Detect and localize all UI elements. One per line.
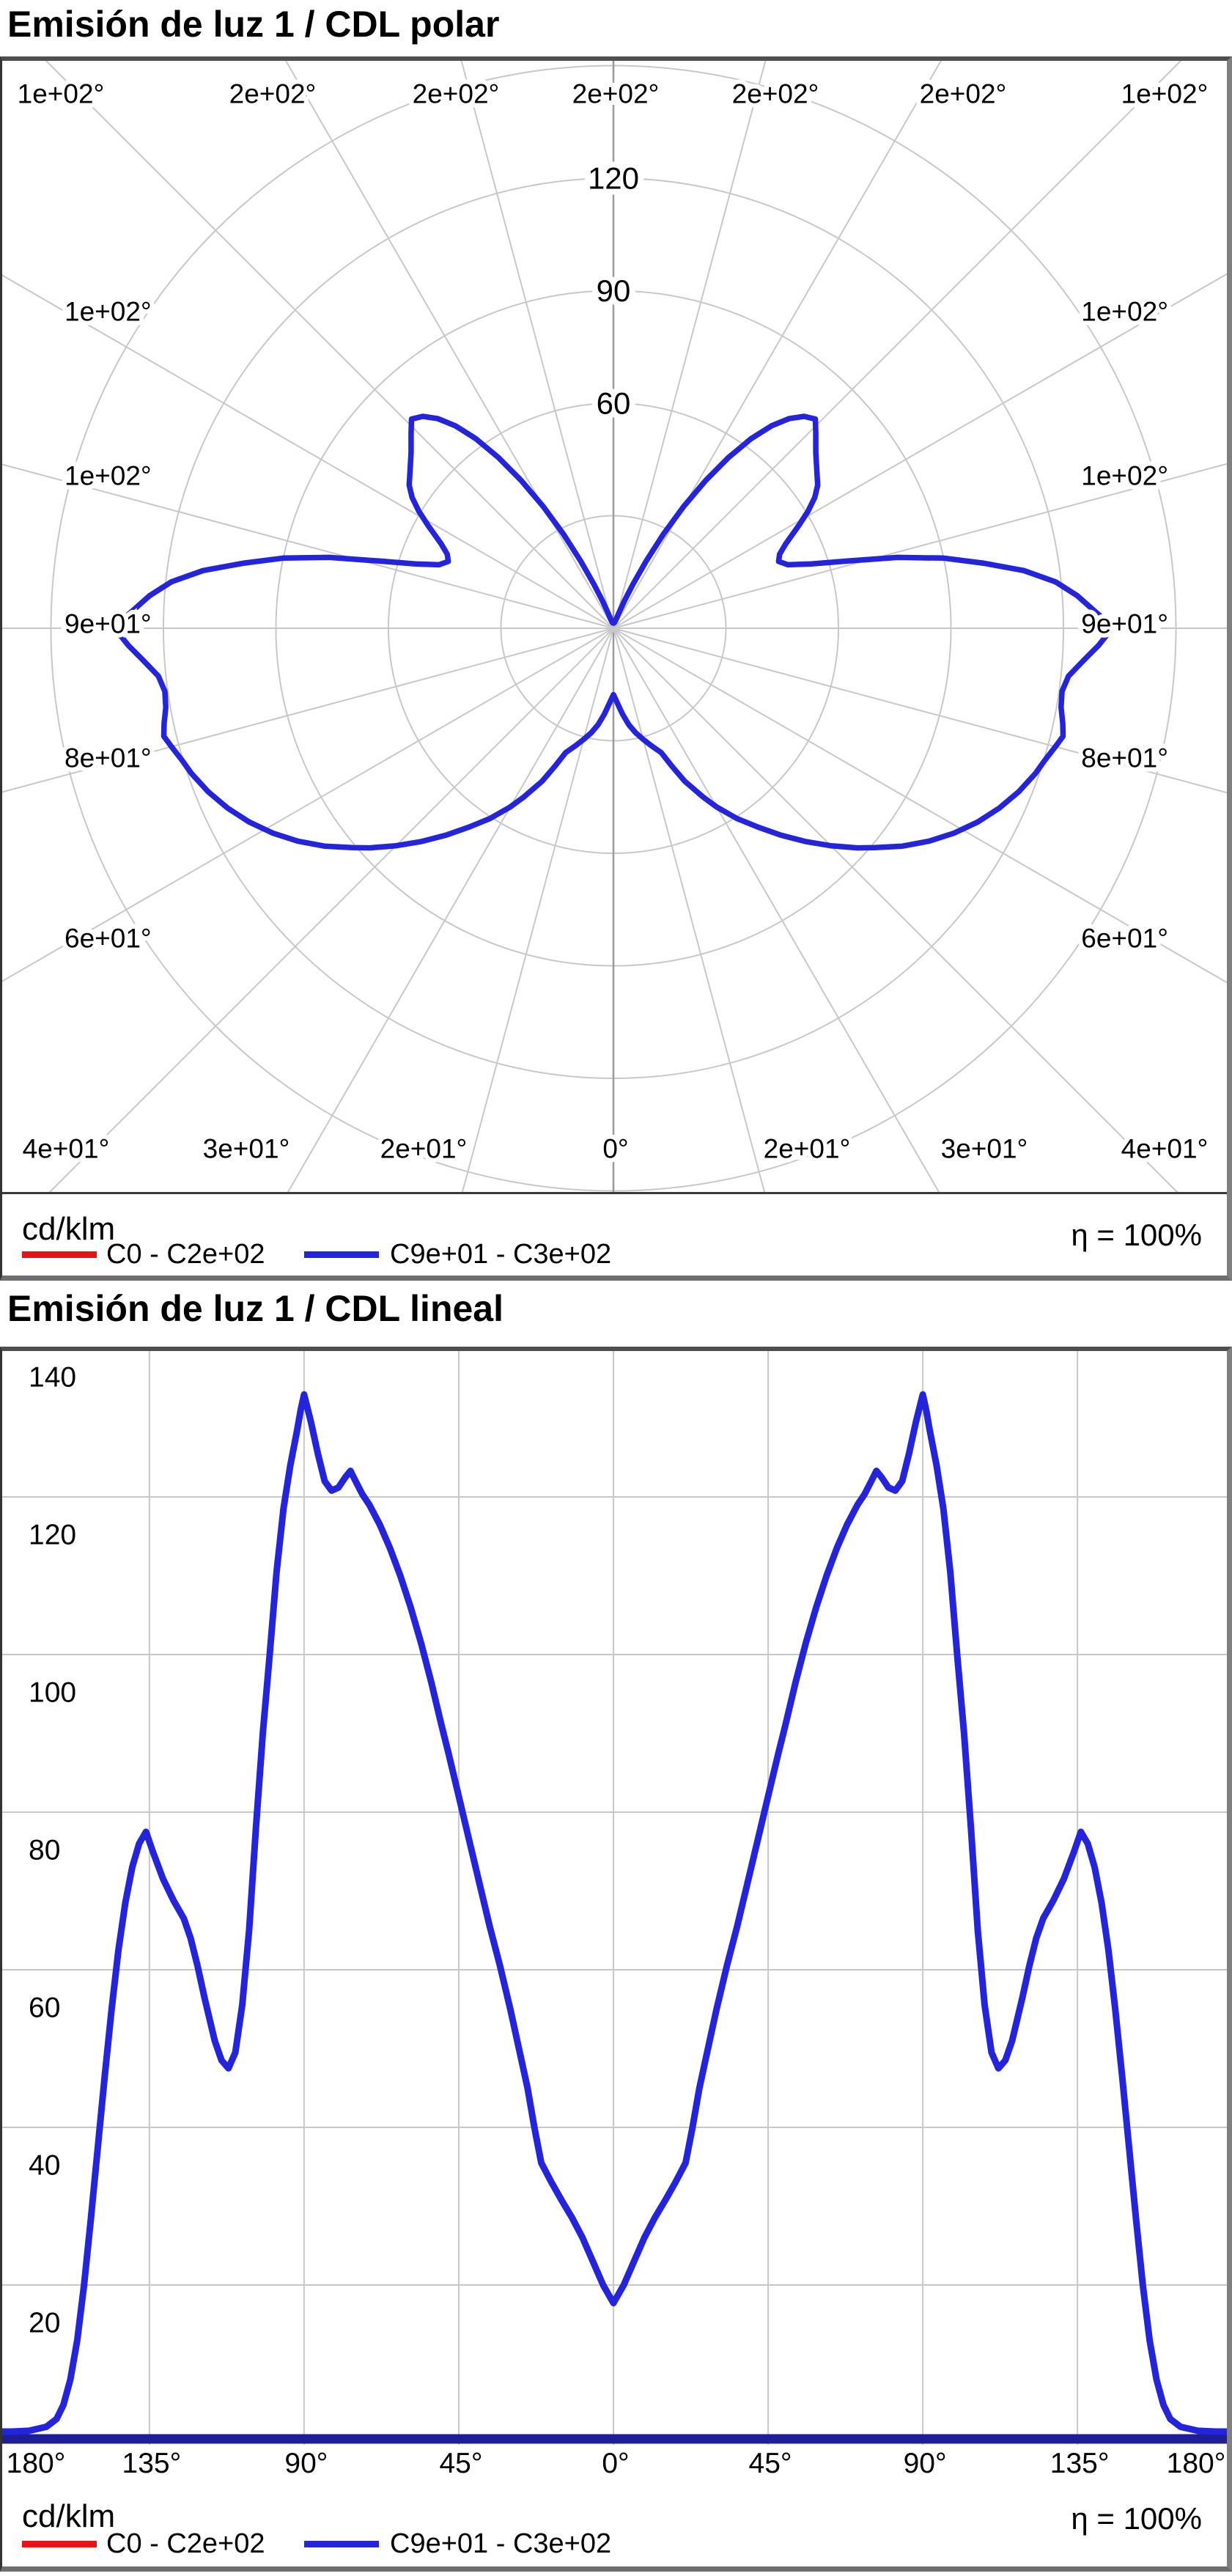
angle-label: 1e+02° (1081, 297, 1168, 327)
ring-label: 90 (597, 273, 631, 308)
linear-y-labels: 20 40 60 80 100 120 140 (25, 1358, 80, 2343)
polar-ring-labels: 60 90 120 (582, 155, 645, 426)
ring-label: 60 (597, 386, 631, 420)
linear-chart-block: 20 40 60 80 100 120 140 180° 135° 90° 45° 0° 45° 90°… (0, 1347, 1232, 2572)
x-tick-label: 0° (602, 2448, 630, 2479)
legend-label-c90-plane: C9e+01 - C3e+02 (390, 1239, 612, 1270)
polar-angle-labels: 1e+02° 2e+02° 2e+02° 2e+02° 2e+02° 2e+02° 1e+0… (13, 75, 1213, 1169)
linear-diagram-canvas: 20 40 60 80 100 120 140 (2, 1351, 1227, 2445)
polar-chart-title: Emisión de luz 1 / CDL polar (7, 4, 500, 45)
linear-legend: C0 - C2e+02 C9e+01 - C3e+02 (2, 2523, 1227, 2567)
x-tick-label: 180° (1166, 2448, 1226, 2479)
y-tick-label: 120 (29, 1520, 76, 1551)
angle-label: 1e+02° (64, 297, 152, 327)
angle-label: 6e+01° (1081, 924, 1168, 954)
x-tick-label: 135° (122, 2448, 182, 2479)
angle-label: 2e+02° (732, 79, 819, 109)
polar-grid (2, 61, 1227, 1194)
x-tick-label: 135° (1050, 2448, 1110, 2479)
angle-label: 0° (602, 1134, 628, 1164)
linear-chart-title: Emisión de luz 1 / CDL lineal (7, 1288, 504, 1329)
angle-label: 2e+02° (229, 79, 317, 109)
linear-curve-c90-c270 (2, 1391, 1227, 2435)
angle-label: 8e+01° (64, 743, 152, 773)
y-tick-label: 20 (29, 2308, 60, 2339)
angle-label: 6e+01° (64, 924, 152, 954)
polar-chart-block: 60 90 120 1e+02° 2e+02° 2e+02° 2e+02° 2e+02° 2e+… (0, 56, 1232, 1281)
legend-swatch-c0-plane (22, 2541, 97, 2547)
angle-label: 1e+02° (64, 461, 152, 491)
angle-label: 4e+01° (1121, 1134, 1209, 1164)
legend-label-c90-plane: C9e+01 - C3e+02 (390, 2528, 612, 2559)
angle-label: 2e+02° (572, 79, 660, 109)
angle-label: 9e+01° (64, 609, 152, 639)
polar-efficiency-label: η = 100% (1071, 1218, 1202, 1252)
x-tick-label: 180° (6, 2448, 66, 2479)
angle-label: 4e+01° (23, 1134, 110, 1164)
legend-swatch-c90-plane (304, 1251, 379, 1258)
y-tick-label: 80 (29, 1835, 60, 1866)
angle-label: 3e+01° (941, 1134, 1028, 1164)
legend-swatch-c0-plane (22, 1251, 97, 1258)
ring-label: 120 (588, 161, 639, 195)
angle-label: 3e+01° (203, 1134, 290, 1164)
angle-label: 2e+01° (764, 1134, 851, 1164)
linear-grid (2, 1351, 1227, 2445)
y-tick-label: 140 (29, 1362, 76, 1394)
angle-label: 1e+02° (18, 79, 105, 109)
angle-label: 2e+01° (380, 1134, 468, 1164)
angle-label: 1e+02° (1081, 461, 1168, 491)
legend-swatch-c90-plane (304, 2541, 379, 2547)
legend-label-c0-plane: C0 - C2e+02 (106, 1239, 265, 1270)
x-tick-label: 45° (748, 2448, 792, 2479)
linear-efficiency-label: η = 100% (1071, 2501, 1202, 2536)
linear-units-label: cd/klm (22, 2498, 116, 2534)
angle-label: 1e+02° (1121, 79, 1209, 109)
y-tick-label: 60 (29, 1992, 60, 2024)
polar-diagram-canvas: 60 90 120 1e+02° 2e+02° 2e+02° 2e+02° 2e+02° 2e+… (2, 61, 1227, 1194)
angle-label: 8e+01° (1081, 743, 1168, 773)
polar-units-label: cd/klm (22, 1211, 116, 1247)
legend-label-c0-plane: C0 - C2e+02 (106, 2528, 265, 2559)
y-tick-label: 100 (29, 1677, 76, 1709)
x-tick-label: 45° (439, 2448, 483, 2479)
y-tick-label: 40 (29, 2150, 60, 2182)
x-tick-label: 90° (284, 2448, 328, 2479)
angle-label: 2e+02° (920, 79, 1007, 109)
polar-curve-c90-c270 (111, 413, 1115, 851)
angle-label: 2e+02° (413, 79, 500, 109)
angle-label: 9e+01° (1081, 609, 1168, 639)
x-tick-label: 90° (903, 2448, 947, 2479)
polar-legend: C0 - C2e+02 C9e+01 - C3e+02 (2, 1234, 1227, 1278)
